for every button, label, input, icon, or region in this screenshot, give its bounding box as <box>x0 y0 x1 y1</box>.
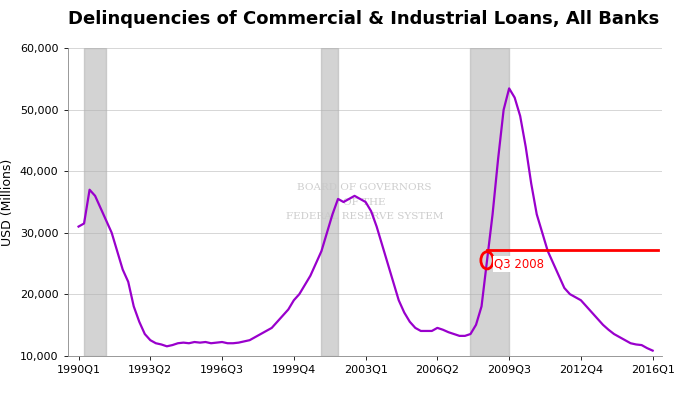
Bar <box>470 48 509 356</box>
Text: Delinquencies of Commercial & Industrial Loans, All Banks: Delinquencies of Commercial & Industrial… <box>68 10 659 28</box>
Y-axis label: USD (Millions): USD (Millions) <box>1 158 14 246</box>
Bar <box>321 48 338 356</box>
Text: BOARD OF GOVERNORS
OF THE
FEDERAL RESERVE SYSTEM: BOARD OF GOVERNORS OF THE FEDERAL RESERV… <box>286 183 443 221</box>
Bar <box>84 48 106 356</box>
Text: Q3 2008: Q3 2008 <box>494 258 544 271</box>
